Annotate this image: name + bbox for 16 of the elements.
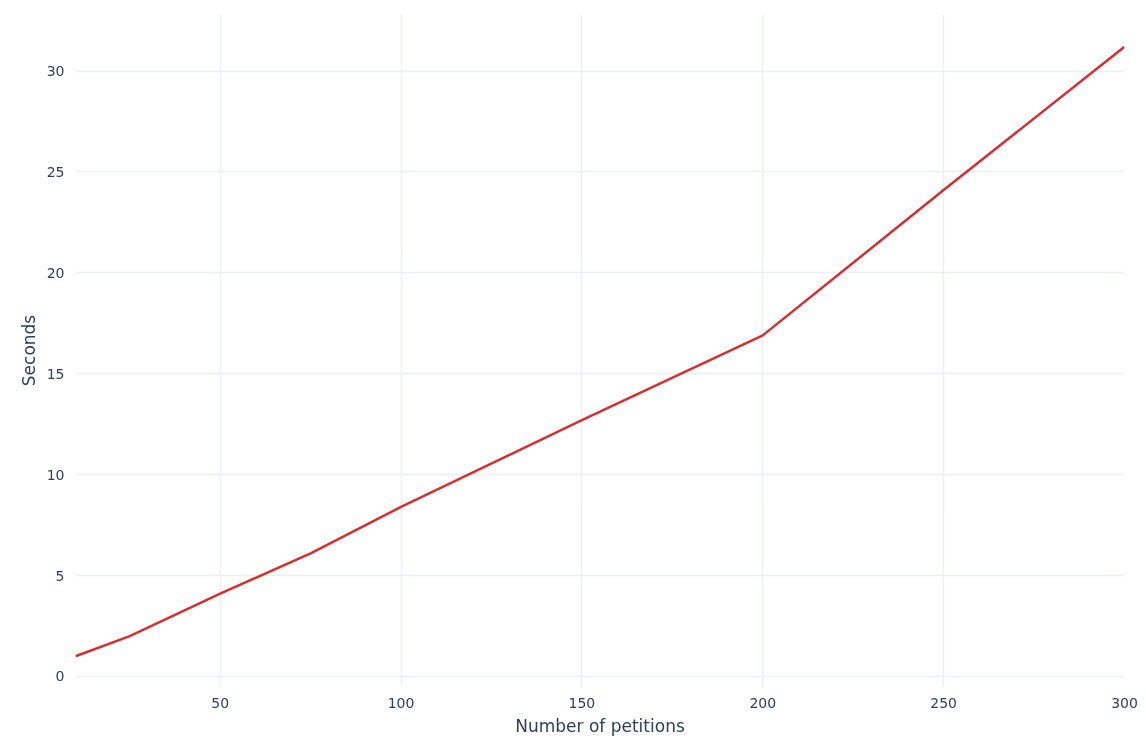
y-tick-label: 5 <box>55 567 65 584</box>
y-tick-label: 25 <box>46 163 65 180</box>
x-tick-label: 150 <box>568 694 596 711</box>
x-tick-label: 300 <box>1111 694 1138 711</box>
line-series <box>75 45 1125 658</box>
y-axis-title: Seconds <box>18 314 39 387</box>
x-axis-title: Number of petitions <box>515 715 685 736</box>
x-tick-label: 100 <box>387 694 415 711</box>
y-tick-label: 15 <box>46 365 65 382</box>
y-tick-label: 30 <box>46 63 65 79</box>
y-tick-label: 20 <box>46 264 65 281</box>
y-tick-label: 10 <box>46 466 65 483</box>
x-tick-label: 200 <box>749 694 777 711</box>
x-tick-label: 50 <box>211 694 230 711</box>
y-tick-label: 0 <box>55 668 65 685</box>
x-tick-label: 250 <box>930 694 958 711</box>
